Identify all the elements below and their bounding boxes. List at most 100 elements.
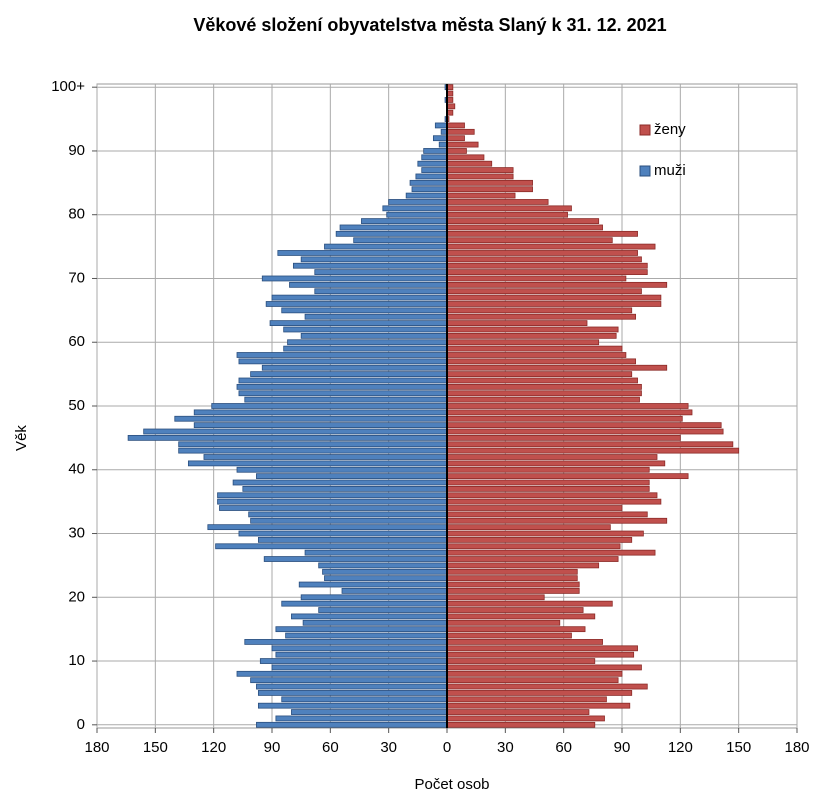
x-tick-label: 90 [614,739,631,756]
bar [446,562,600,569]
bar [446,613,596,620]
bar [446,447,740,454]
bar [446,262,648,269]
x-tick-label: 180 [84,739,109,756]
bar [446,441,734,448]
y-tick-label: 0 [77,716,85,733]
bar [417,160,448,167]
bar [127,434,448,441]
x-axis-label: Počet osob [414,776,489,793]
bar [238,377,448,384]
bar [217,498,448,505]
bar [446,396,640,403]
bar [238,530,448,537]
bar [275,626,448,633]
bar [423,148,448,154]
bar [421,167,448,173]
bar [446,269,648,275]
y-tick-label: 90 [68,142,85,159]
x-tick-label: 150 [726,739,751,756]
bar [446,422,722,429]
bar [446,192,516,199]
bar [250,371,448,378]
bar [446,434,681,441]
bar [446,371,633,378]
bar [292,262,448,269]
bar [446,428,724,435]
bar [446,524,611,531]
bar [236,670,448,677]
bar [318,607,448,613]
bar [446,568,578,575]
bar [265,301,448,307]
x-tick-label: 180 [784,739,809,756]
bar [324,575,448,582]
bar [275,651,448,658]
bar [446,307,633,314]
bar [438,141,448,148]
bar [236,383,448,390]
bar [256,721,448,728]
bar [261,275,448,282]
bar [446,639,603,645]
bar [446,154,485,161]
y-tick-label: 20 [68,588,85,605]
bar [446,607,584,613]
bar [257,702,448,709]
bar [446,179,533,186]
bar [446,409,693,416]
bar [446,530,644,537]
bar [446,492,658,499]
y-tick-label: 100+ [51,78,85,95]
bar [446,141,479,148]
bar [446,218,600,224]
bar [446,250,638,256]
bar [386,211,448,218]
bar [446,294,662,301]
bar [178,441,448,448]
bar [248,511,448,518]
y-tick-label: 70 [68,269,85,286]
bar [259,658,448,664]
x-tick-label: 0 [443,739,451,756]
bar [446,645,638,652]
bar [269,320,448,326]
bar [446,466,650,473]
bar [324,243,448,250]
bar [446,543,621,550]
bar [446,594,545,601]
bar [446,390,642,397]
bar [178,447,448,454]
bar [275,715,448,722]
bar [446,160,493,167]
x-tick-label: 90 [264,739,281,756]
bar [300,594,448,601]
bar [446,702,631,709]
bar [242,486,448,492]
bar [207,524,448,531]
bar [238,390,448,397]
bar [361,218,448,224]
bar [446,709,590,715]
bar [446,377,638,384]
bar [446,600,613,607]
bar [281,696,448,703]
bar [446,230,638,237]
bar [446,364,668,371]
bar [250,677,448,684]
y-tick-label: 80 [68,206,85,223]
bar [405,192,448,199]
bar [291,709,448,715]
bar [219,505,448,511]
bar [446,511,648,518]
bar [446,415,683,422]
bar [446,651,635,658]
bar [446,128,475,135]
legend-swatch [639,165,651,177]
bar [446,460,666,467]
legend-label: muži [654,162,686,179]
bar [446,243,656,250]
bar [446,670,623,677]
bar [446,549,656,556]
